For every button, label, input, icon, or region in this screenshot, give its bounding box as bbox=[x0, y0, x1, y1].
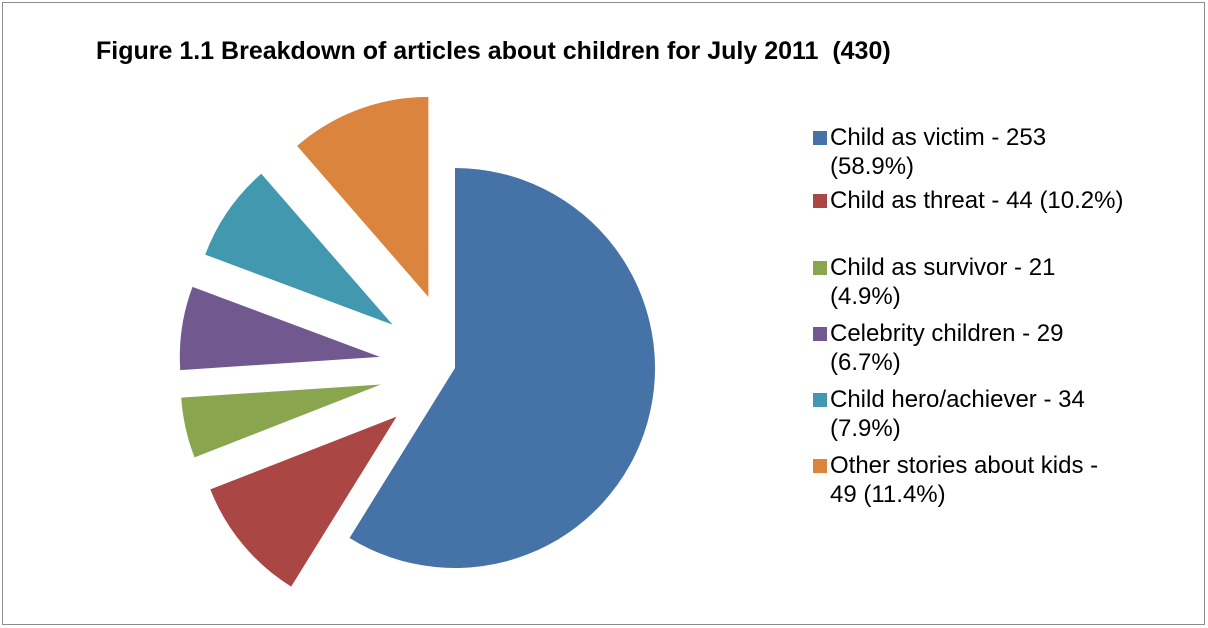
legend-item-other-stories-about-kids-49-11-4: Other stories about kids - 49 (11.4%) bbox=[813, 451, 1193, 509]
legend-swatch bbox=[813, 261, 827, 275]
legend-label: Child as threat - 44 (10.2%) bbox=[830, 187, 1124, 214]
legend-swatch bbox=[813, 131, 827, 145]
legend-label: Child hero/achiever - 34 (7.9%) bbox=[830, 386, 1085, 442]
legend-item-child-as-victim: Child as victim - 253 (58.9%) bbox=[813, 123, 1193, 181]
legend-label: Other stories about kids - 49 (11.4%) bbox=[830, 452, 1099, 508]
pie-slice-other-stories-about-kids-49-11-4 bbox=[297, 96, 429, 297]
legend-item-child-as-survivor: Child as survivor - 21 (4.9%) bbox=[813, 253, 1193, 311]
pie-slice-child-as-victim bbox=[349, 168, 655, 568]
legend-label: Celebrity children - 29 (6.7%) bbox=[830, 320, 1064, 376]
pie-chart bbox=[179, 96, 655, 587]
pie-slice-child-hero-achiever bbox=[205, 173, 393, 325]
legend-swatch bbox=[813, 459, 827, 473]
pie-slice-celebrity-children bbox=[179, 286, 380, 371]
legend-item-celebrity-children: Celebrity children - 29 (6.7%) bbox=[813, 319, 1193, 377]
legend-swatch bbox=[813, 393, 827, 407]
legend-label: Child as victim - 253 (58.9%) bbox=[830, 124, 1047, 180]
legend-item-child-as-threat: Child as threat - 44 (10.2%) bbox=[813, 186, 1193, 215]
legend-label: Child as survivor - 21 (4.9%) bbox=[830, 254, 1056, 310]
chart-title: Figure 1.1 Breakdown of articles about c… bbox=[96, 37, 891, 65]
legend: Child as victim - 253 (58.9%) Child as th… bbox=[813, 123, 1193, 509]
legend-item-child-hero-achiever: Child hero/achiever - 34 (7.9%) bbox=[813, 385, 1193, 443]
pie-slice-child-as-threat bbox=[210, 416, 397, 587]
legend-swatch bbox=[813, 194, 827, 208]
pie-slice-child-as-survivor bbox=[181, 384, 381, 458]
legend-swatch bbox=[813, 327, 827, 341]
